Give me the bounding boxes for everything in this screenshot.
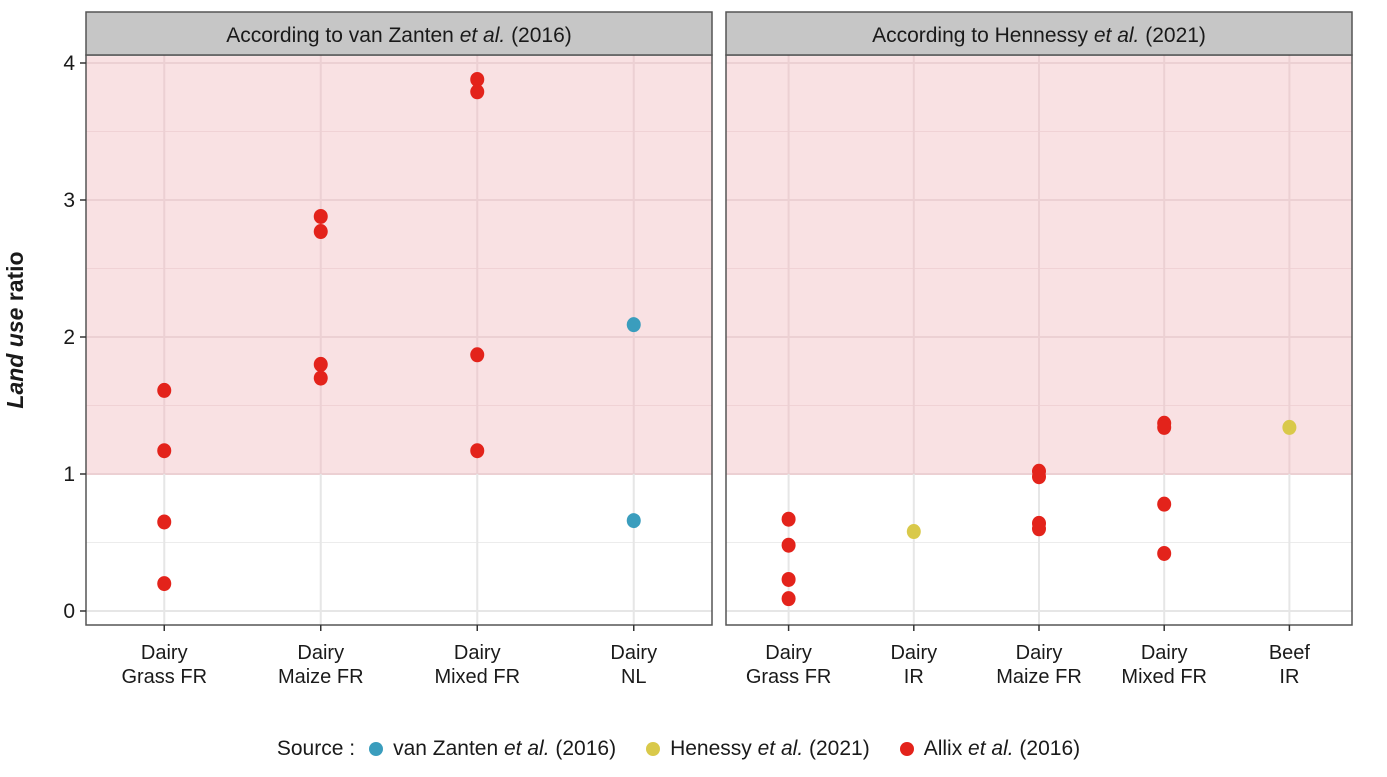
legend-item-hen: Henessy et al. (2021): [646, 737, 870, 761]
x-tick-label: Dairy: [454, 642, 501, 664]
panel-1: According to van Zanten et al. (2016) Dai…: [85, 11, 713, 688]
legend-marker-allix: [899, 742, 914, 756]
facet-strip: [725, 11, 1353, 56]
data-point-allix: [157, 576, 172, 592]
x-tick-label: Mixed FR: [1121, 666, 1207, 688]
data-point-allix: [470, 347, 485, 363]
data-point-allix: [781, 591, 796, 607]
data-point-allix: [1157, 419, 1172, 435]
data-point-allix: [157, 443, 172, 459]
legend-marker-hen: [646, 742, 661, 756]
panel-2: According to Hennessy et al. (2021) Dairy…: [725, 11, 1353, 688]
data-point-vz: [626, 317, 641, 333]
facet-strip: [85, 11, 713, 56]
data-point-allix: [1157, 496, 1172, 512]
x-tick-label: Mixed FR: [434, 666, 520, 688]
data-point-allix: [781, 511, 796, 527]
chart: According to van Zanten et al. (2016) Dai…: [2, 11, 1353, 688]
data-point-allix: [157, 514, 172, 530]
data-point-allix: [313, 356, 328, 372]
x-tick-label: Dairy: [890, 642, 937, 664]
x-tick-label: Dairy: [1016, 642, 1063, 664]
x-tick-label: Dairy: [610, 642, 657, 664]
data-point-allix: [313, 208, 328, 224]
legend-title: Source :: [276, 737, 356, 760]
legend-label: van Zanten et al. (2016): [393, 737, 617, 760]
x-tick-label: Grass FR: [121, 666, 207, 688]
data-point-allix: [157, 382, 172, 398]
facet-strip-title: According to van Zanten et al. (2016): [226, 24, 572, 47]
x-tick-label: Dairy: [297, 642, 344, 664]
y-tick-label: 1: [63, 463, 75, 486]
legend-label: Henessy et al. (2021): [670, 737, 870, 760]
y-tick-label: 3: [63, 189, 75, 212]
legend-item-allix: Allix et al. (2016): [899, 737, 1081, 761]
x-tick-label: Maize FR: [278, 666, 364, 688]
data-point-allix: [781, 571, 796, 587]
data-point-allix: [470, 71, 485, 87]
x-tick-label: Beef: [1269, 642, 1311, 664]
data-point-allix: [470, 443, 485, 459]
x-tick-label: Dairy: [765, 642, 812, 664]
data-point-allix: [1032, 521, 1046, 537]
legend: Source : van Zanten et al. (2016) Henessy…: [0, 732, 1387, 766]
x-tick-label: IR: [904, 666, 924, 688]
x-tick-label: Dairy: [141, 642, 188, 664]
legend-label: Allix et al. (2016): [923, 737, 1081, 760]
data-point-allix: [1157, 545, 1172, 561]
legend-marker-vz: [369, 742, 384, 756]
x-tick-label: Maize FR: [996, 666, 1082, 688]
x-tick-label: Dairy: [1141, 642, 1188, 664]
data-point-allix: [313, 224, 328, 240]
y-tick-label: 0: [63, 600, 75, 623]
x-tick-label: IR: [1279, 666, 1299, 688]
data-point-vz: [626, 513, 641, 529]
data-point-allix: [470, 84, 485, 100]
data-point-allix: [1032, 469, 1046, 485]
x-tick-label: NL: [621, 666, 647, 688]
facet-strip-title: According to Hennessy et al. (2021): [872, 24, 1206, 47]
data-point-allix: [781, 537, 796, 553]
data-point-allix: [313, 370, 328, 386]
x-tick-label: Grass FR: [746, 666, 832, 688]
data-point-hen: [906, 524, 921, 540]
legend-item-vz: van Zanten et al. (2016): [369, 737, 616, 761]
data-point-hen: [1282, 419, 1297, 435]
y-tick-label: 2: [63, 326, 75, 349]
threshold-shaded-region: [86, 56, 712, 475]
y-axis-label: Land use ratio: [2, 251, 28, 408]
y-tick-label: 4: [63, 52, 75, 75]
